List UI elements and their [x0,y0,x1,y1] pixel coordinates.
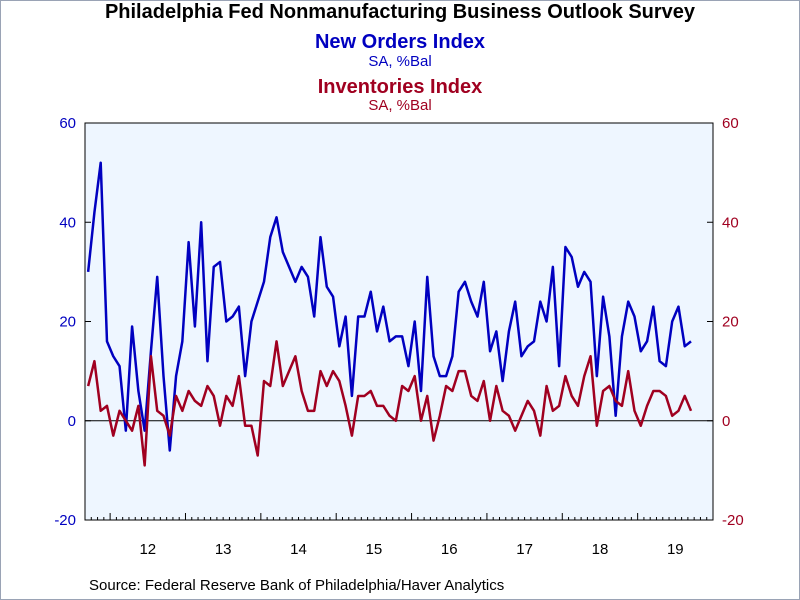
plot-area [84,122,714,521]
series-units-inventories: SA, %Bal [368,97,432,114]
series-title-inventories: Inventories Index [317,76,483,98]
source-note: Source: Federal Reserve Bank of Philadel… [89,577,505,594]
y-tick-label-left: 60 [59,115,76,132]
y-tick-label-left: 40 [59,214,76,231]
x-tick-label: 19 [667,541,684,558]
x-tick-label: 17 [516,541,533,558]
x-tick-label: 14 [290,541,307,558]
x-tick-label: 13 [215,541,232,558]
chart-title: Philadelphia Fed Nonmanufacturing Busine… [104,1,696,23]
y-tick-label-right: 20 [722,314,739,331]
y-tick-label-right: 60 [722,115,739,132]
y-tick-label-right: 0 [722,413,730,430]
x-tick-label: 15 [366,541,383,558]
series-units-new-orders: SA, %Bal [368,53,432,70]
x-tick-label: 18 [592,541,609,558]
x-tick-label: 12 [139,541,156,558]
y-tick-label-left: -20 [54,512,76,529]
y-tick-label-left: 20 [59,314,76,331]
y-tick-label-left: 0 [68,413,76,430]
y-tick-label-right: 40 [722,214,739,231]
x-tick-label: 16 [441,541,458,558]
series-line-new-orders-index [86,161,692,452]
series-line-inventories-index [86,340,693,467]
series-title-new-orders: New Orders Index [314,31,486,53]
y-tick-label-right: -20 [722,512,744,529]
